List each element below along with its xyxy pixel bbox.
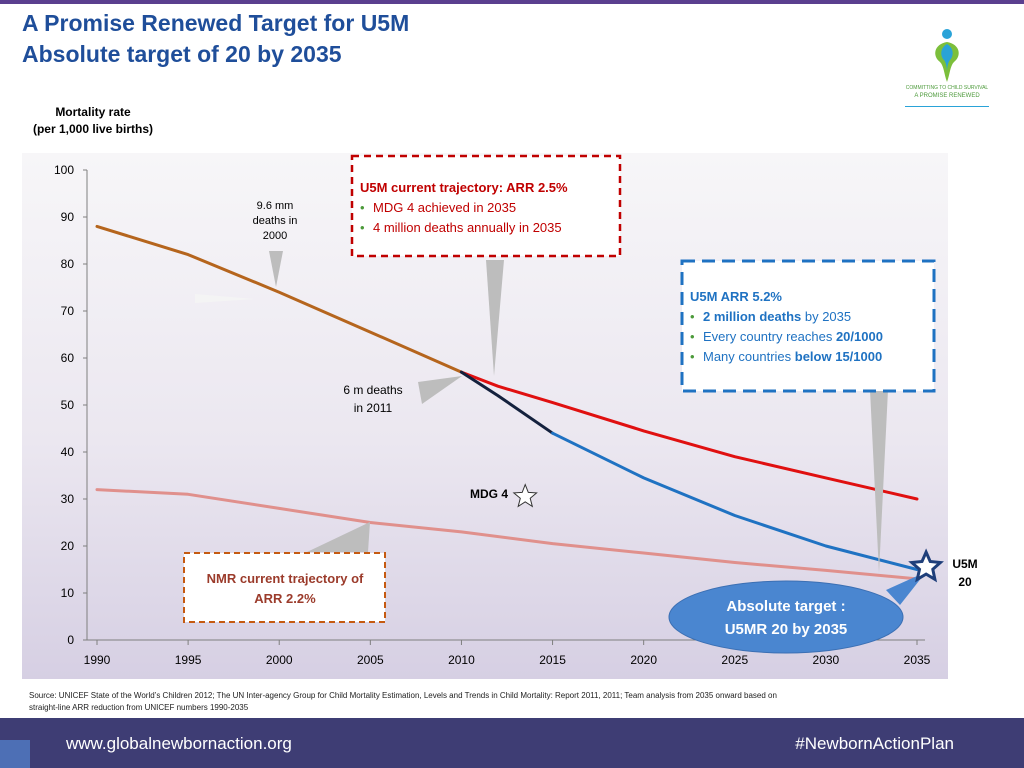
annotation-deaths-2011-line1: 6 m deaths xyxy=(343,383,402,397)
annotation-deaths-2000-line3: 2000 xyxy=(263,230,287,242)
callout-u5m-current-box xyxy=(350,154,622,258)
chart-markers xyxy=(512,483,944,583)
y-tick-label: 70 xyxy=(61,304,75,318)
callout-u5m-arr52-bullet2-dot: • xyxy=(690,329,695,344)
y-tick-label: 30 xyxy=(61,492,75,506)
x-tick-label: 2035 xyxy=(904,653,931,667)
pointer-u5m-arr52 xyxy=(870,390,888,573)
footer-url-link[interactable]: www.globalnewbornaction.org xyxy=(66,734,292,753)
series-line-bridge xyxy=(459,370,555,435)
callout-u5m-arr52-b1-rest: by 2035 xyxy=(801,309,851,324)
marker-u5m20 xyxy=(908,548,944,583)
x-tick-label: 2005 xyxy=(357,653,384,667)
title-line-2: Absolute target of 20 by 2035 xyxy=(22,41,342,67)
callout-nmr-box xyxy=(183,552,386,623)
callout-absolute-target-ellipse xyxy=(668,580,904,654)
callout-u5m-current-bullet2-dot: • xyxy=(360,220,365,235)
source-note: Source: UNICEF State of the World’s Chil… xyxy=(29,691,777,712)
pointer-deaths-2011 xyxy=(418,376,462,404)
callout-u5m-current-title: U5M current trajectory: ARR 2.5% xyxy=(360,180,568,195)
annotation-deaths-2000-line1: 9.6 mm xyxy=(257,200,294,212)
series-line-historical xyxy=(95,224,463,374)
callout-u5m-arr52-b2-pre: Every country reaches xyxy=(703,329,836,344)
series-line-nmr xyxy=(95,488,919,581)
callout-u5m-arr52-title: U5M ARR 5.2% xyxy=(690,289,782,304)
y-tick-label: 80 xyxy=(61,257,75,271)
promise-renewed-logo xyxy=(935,29,959,82)
callout-u5m-current-bullet2: 4 million deaths annually in 2035 xyxy=(373,220,562,235)
x-tick-label: 2020 xyxy=(630,653,657,667)
u5m-target-label-line2: 20 xyxy=(958,575,972,589)
annotation-deaths-2000-line2: deaths in xyxy=(253,215,298,227)
y-tick-label: 100 xyxy=(54,163,74,177)
y-tick-label: 50 xyxy=(61,398,75,412)
y-tick-label: 10 xyxy=(61,586,75,600)
mdg4-label: MDG 4 xyxy=(470,487,508,501)
chart-series xyxy=(95,224,919,581)
callout-nmr-line2: ARR 2.2% xyxy=(254,591,316,606)
y-tick-label: 40 xyxy=(61,445,75,459)
x-tick-label: 2010 xyxy=(448,653,475,667)
y-axis-label: Mortality rate (per 1,000 live births) xyxy=(8,104,178,138)
callout-u5m-arr52-bullet3-dot: • xyxy=(690,349,695,364)
callout-u5m-arr52-bullet1-dot: • xyxy=(690,309,695,324)
callout-u5m-current-bullet1: MDG 4 achieved in 2035 xyxy=(373,200,516,215)
pointer-flag-1995 xyxy=(195,294,254,303)
marker-mdg4 xyxy=(512,483,538,508)
title-line-1: A Promise Renewed Target for U5M xyxy=(22,10,410,36)
pointer-u5m-current xyxy=(486,260,504,376)
footer-bar xyxy=(0,718,1024,768)
series-line-u5m_arr52 xyxy=(551,431,919,571)
x-tick-label: 1995 xyxy=(175,653,202,667)
footer-hashtag: #NewbornActionPlan xyxy=(795,734,954,753)
logo-tagline: COMMITTING TO CHILD SURVIVAL xyxy=(905,85,989,91)
callout-absolute-target-line2: U5MR 20 by 2035 xyxy=(725,621,848,638)
callout-u5m-current-bullet1-dot: • xyxy=(360,200,365,215)
footer-accent xyxy=(0,740,30,768)
callout-absolute-target-line1: Absolute target : xyxy=(726,598,845,615)
logo-rule xyxy=(905,106,989,107)
x-tick-label: 1990 xyxy=(84,653,111,667)
x-tick-label: 2030 xyxy=(813,653,840,667)
x-tick-label: 2025 xyxy=(721,653,748,667)
callout-nmr-line1: NMR current trajectory of xyxy=(207,571,364,586)
x-tick-label: 2015 xyxy=(539,653,566,667)
series-line-u5m_current xyxy=(459,370,919,501)
top-rule xyxy=(0,0,1024,4)
callout-u5m-arr52-b3-pre: Many countries xyxy=(703,349,795,364)
callout-u5m-arr52-box xyxy=(680,259,936,393)
x-tick-label: 2000 xyxy=(266,653,293,667)
logo-name: A PROMISE RENEWED xyxy=(914,93,980,99)
y-tick-label: 0 xyxy=(67,633,74,647)
pointer-deaths-2000 xyxy=(269,251,283,287)
pointer-nmr xyxy=(307,522,370,552)
y-axis-label-line-2: (per 1,000 live births) xyxy=(32,122,154,136)
callout-u5m-arr52-bullet3: Many countries below 15/1000 xyxy=(703,349,882,364)
annotation-deaths-2011-line2: in 2011 xyxy=(354,401,393,415)
callout-u5m-arr52-bullet1: 2 million deaths by 2035 xyxy=(703,309,851,324)
y-axis-label-line-1: Mortality rate xyxy=(55,105,131,119)
y-tick-label: 90 xyxy=(61,210,75,224)
y-tick-label: 60 xyxy=(61,351,75,365)
y-tick-label: 20 xyxy=(61,539,75,553)
callout-u5m-arr52-b2-bold: 20/1000 xyxy=(836,329,883,344)
page-title: A Promise Renewed Target for U5M Absolut… xyxy=(22,8,409,70)
callout-u5m-arr52-b3-bold: below 15/1000 xyxy=(795,349,882,364)
u5m-target-label-line1: U5M xyxy=(952,557,977,571)
callout-u5m-arr52-b1-bold: 2 million deaths xyxy=(703,309,801,324)
callout-u5m-arr52-bullet2: Every country reaches 20/1000 xyxy=(703,329,883,344)
